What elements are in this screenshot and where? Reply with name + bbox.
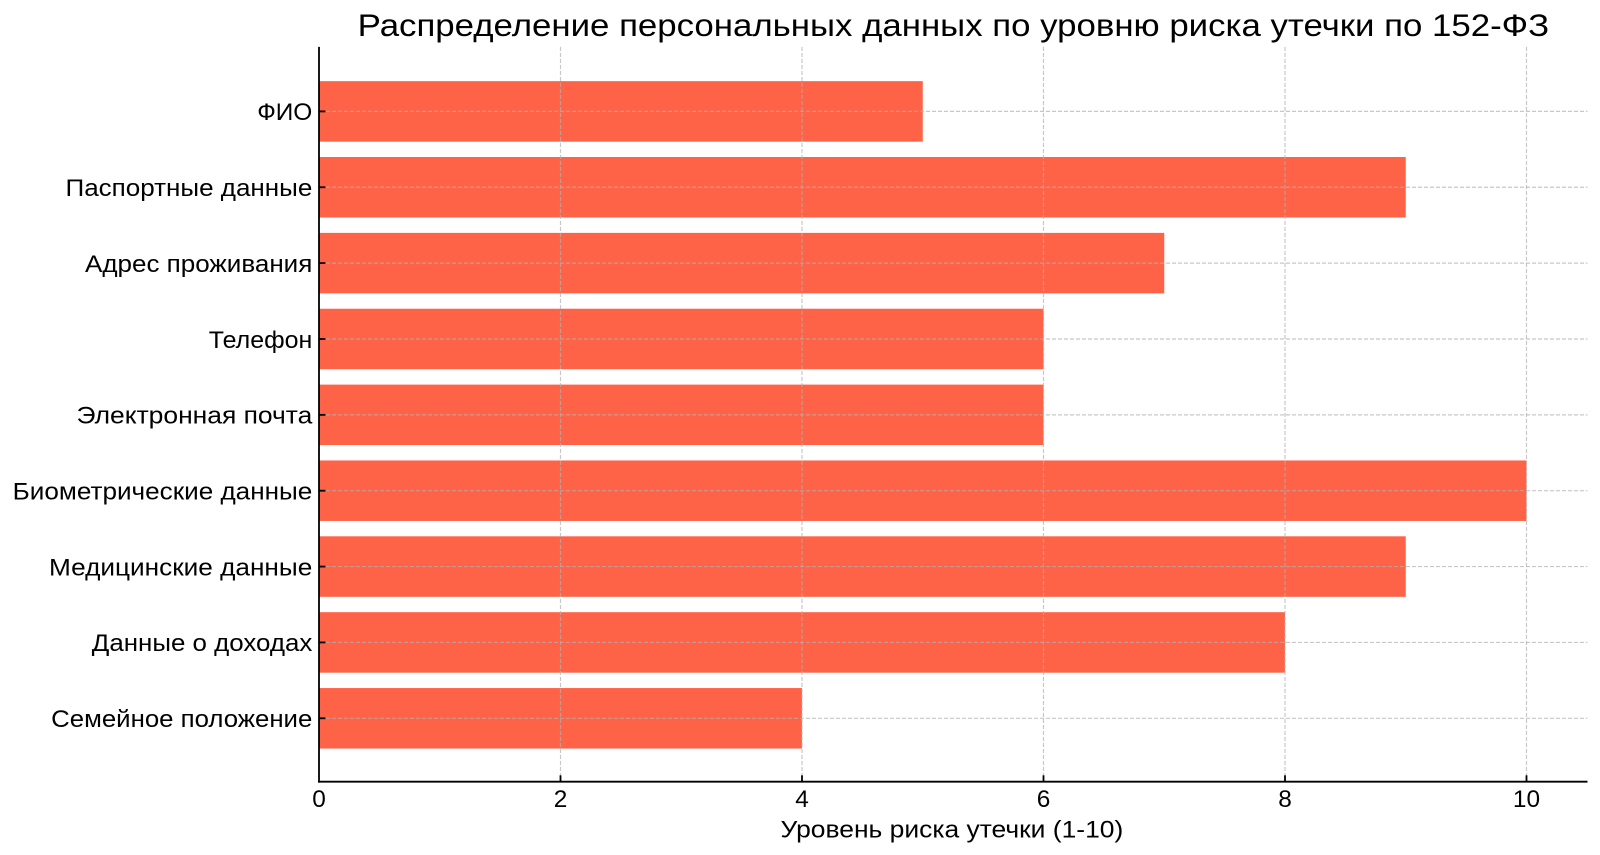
svg-text:8: 8 — [1278, 786, 1292, 813]
svg-text:Адрес проживания: Адрес проживания — [85, 251, 312, 278]
svg-text:Телефон: Телефон — [209, 327, 313, 354]
svg-text:Паспортные данные: Паспортные данные — [66, 175, 313, 202]
svg-text:Уровень риска утечки (1-10): Уровень риска утечки (1-10) — [781, 817, 1124, 844]
svg-text:2: 2 — [554, 786, 568, 813]
svg-text:6: 6 — [1037, 786, 1051, 813]
svg-text:Распределение персональных дан: Распределение персональных данных по уро… — [358, 7, 1550, 43]
svg-text:Семейное положение: Семейное положение — [51, 706, 312, 733]
svg-text:Электронная почта: Электронная почта — [77, 403, 313, 430]
svg-text:0: 0 — [312, 786, 326, 813]
svg-text:Данные о доходах: Данные о доходах — [92, 630, 313, 657]
svg-text:ФИО: ФИО — [257, 99, 312, 126]
svg-text:4: 4 — [795, 786, 809, 813]
svg-text:Биометрические данные: Биометрические данные — [13, 479, 313, 506]
svg-text:Медицинские данные: Медицинские данные — [49, 554, 312, 581]
svg-text:10: 10 — [1513, 786, 1540, 813]
